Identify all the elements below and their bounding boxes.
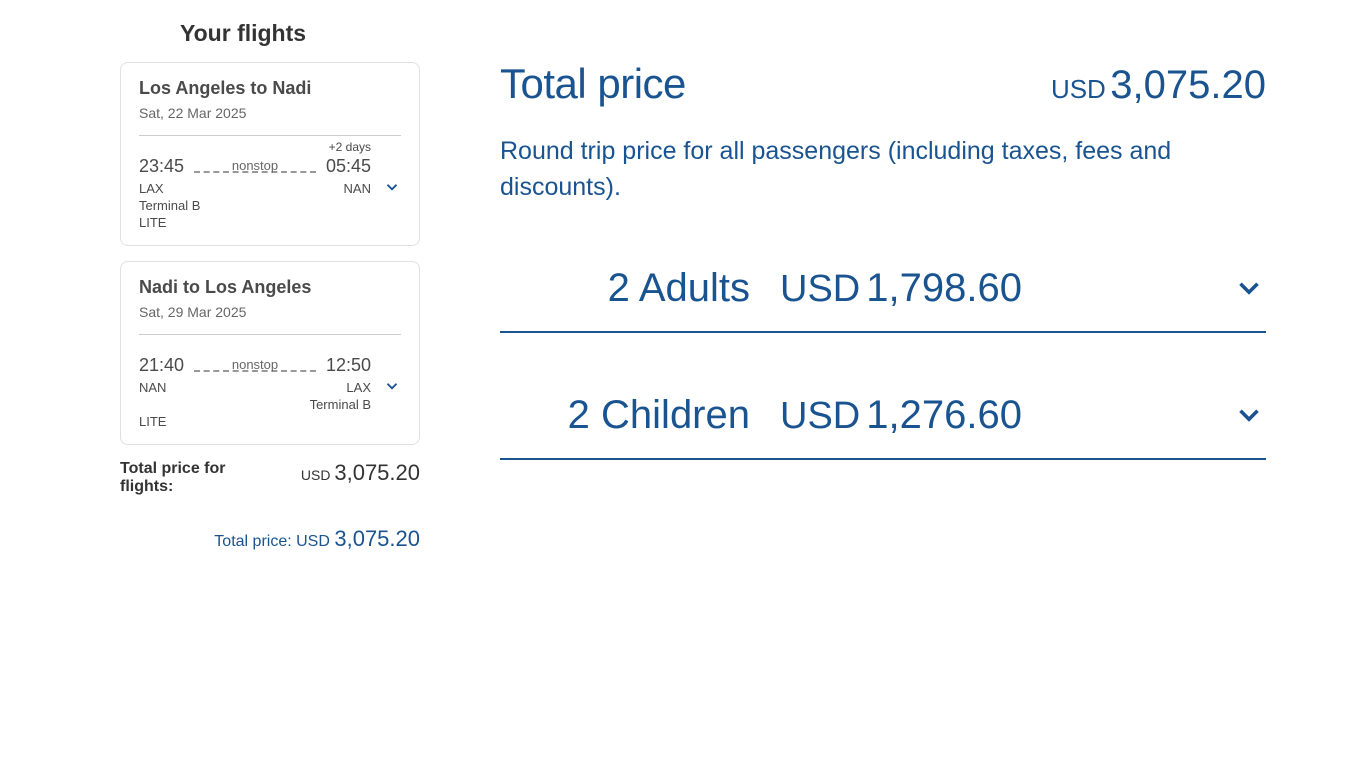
chevron-down-icon bbox=[1232, 271, 1266, 305]
departure-code: LAX bbox=[139, 181, 164, 196]
time-row: 23:45 nonstop 05:45 bbox=[139, 156, 401, 177]
currency: USD bbox=[301, 467, 331, 483]
total-price-value: USD 3,075.20 bbox=[1051, 63, 1266, 108]
passenger-label: 2 Adults bbox=[500, 266, 780, 311]
passenger-row-children[interactable]: 2 Children USD1,276.60 bbox=[500, 393, 1266, 460]
currency: USD bbox=[296, 533, 330, 550]
price-description: Round trip price for all passengers (inc… bbox=[500, 133, 1200, 206]
flight-date: Sat, 22 Mar 2025 bbox=[139, 105, 401, 121]
flights-total-value: USD 3,075.20 bbox=[301, 460, 420, 486]
chevron-down-icon bbox=[383, 377, 401, 395]
expand-flight-button[interactable] bbox=[383, 377, 401, 400]
departure-time: 23:45 bbox=[139, 156, 184, 176]
flight-date: Sat, 29 Mar 2025 bbox=[139, 304, 401, 320]
passenger-row-adults[interactable]: 2 Adults USD1,798.60 bbox=[500, 266, 1266, 333]
flight-card: Los Angeles to Nadi Sat, 22 Mar 2025 +2 … bbox=[120, 62, 420, 246]
amount: 3,075.20 bbox=[1110, 63, 1266, 107]
day-offset bbox=[139, 339, 401, 355]
route-title: Nadi to Los Angeles bbox=[139, 277, 401, 298]
flights-total-row: Total price for flights: USD 3,075.20 bbox=[120, 460, 420, 496]
departure-time: 21:40 bbox=[139, 355, 184, 375]
fare-class: LITE bbox=[139, 414, 401, 429]
passenger-label: 2 Children bbox=[500, 393, 780, 438]
currency: USD bbox=[1051, 74, 1106, 104]
stops-label: nonstop bbox=[194, 158, 316, 173]
departure-code: NAN bbox=[139, 380, 166, 395]
currency: USD bbox=[780, 395, 860, 437]
amount: 3,075.20 bbox=[334, 460, 420, 485]
amount: 1,276.60 bbox=[866, 393, 1022, 437]
section-title: Your flights bbox=[180, 20, 420, 47]
bottom-total: Total price: USD 3,075.20 bbox=[120, 526, 420, 552]
departure-terminal: Terminal B bbox=[139, 198, 200, 213]
price-breakdown-panel: Total price USD 3,075.20 Round trip pric… bbox=[420, 20, 1306, 748]
arrival-time: 05:45 bbox=[326, 156, 371, 176]
price-header: Total price USD 3,075.20 bbox=[500, 60, 1266, 108]
arrival-code: LAX bbox=[346, 380, 371, 395]
amount: 1,798.60 bbox=[866, 266, 1022, 310]
flights-sidebar: Your flights Los Angeles to Nadi Sat, 22… bbox=[120, 20, 420, 748]
day-offset: +2 days bbox=[139, 140, 401, 156]
currency: USD bbox=[780, 268, 860, 310]
divider bbox=[139, 135, 401, 136]
fare-class: LITE bbox=[139, 215, 401, 230]
time-row: 21:40 nonstop 12:50 bbox=[139, 355, 401, 376]
route-title: Los Angeles to Nadi bbox=[139, 78, 401, 99]
amount: 3,075.20 bbox=[334, 526, 420, 551]
arrival-terminal: Terminal B bbox=[310, 397, 371, 412]
chevron-down-icon bbox=[1232, 398, 1266, 432]
flights-total-label: Total price for flights: bbox=[120, 460, 260, 496]
total-price-label: Total price bbox=[500, 60, 686, 108]
divider bbox=[139, 334, 401, 335]
chevron-down-icon bbox=[383, 178, 401, 196]
expand-flight-button[interactable] bbox=[383, 178, 401, 201]
arrival-time: 12:50 bbox=[326, 355, 371, 375]
bottom-total-label: Total price: bbox=[214, 533, 291, 550]
arrival-code: NAN bbox=[344, 181, 371, 196]
flight-card: Nadi to Los Angeles Sat, 29 Mar 2025 21:… bbox=[120, 261, 420, 445]
stops-label: nonstop bbox=[194, 357, 316, 372]
